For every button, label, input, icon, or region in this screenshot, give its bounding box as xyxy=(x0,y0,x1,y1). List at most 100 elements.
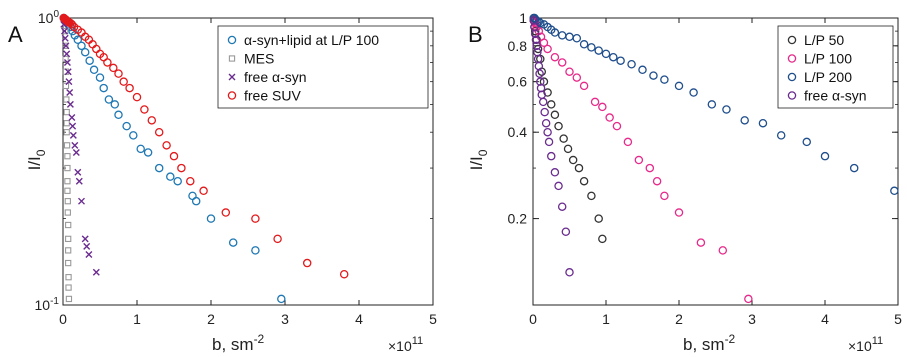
data-point xyxy=(154,163,164,173)
y-tick-label: 0.6 xyxy=(508,74,528,90)
data-point xyxy=(77,41,86,51)
data-point xyxy=(605,113,614,122)
data-point xyxy=(645,163,655,173)
data-point xyxy=(64,164,71,172)
data-point xyxy=(277,294,286,304)
data-point xyxy=(177,163,186,173)
data-point xyxy=(173,176,182,186)
data-point xyxy=(71,141,79,149)
data-point xyxy=(609,52,618,62)
panel-b-x-axis-label: b, sm-2 xyxy=(683,332,736,354)
data-point xyxy=(143,148,153,157)
panel-b-points xyxy=(529,13,899,304)
data-point xyxy=(64,187,71,194)
y-tick-label: 100 xyxy=(38,9,60,26)
x-tick-label: 2 xyxy=(675,311,683,327)
data-point xyxy=(594,214,603,223)
panel-b-y-axis-label: I/I0 xyxy=(467,149,490,170)
data-point xyxy=(109,63,118,73)
data-point xyxy=(718,246,728,255)
legend-item: free α-syn xyxy=(228,69,307,85)
legend-label: α-syn+lipid at L/P 100 xyxy=(244,32,379,48)
x-tick-label: 3 xyxy=(748,311,756,327)
data-point xyxy=(66,100,74,108)
legend-marker xyxy=(227,35,237,45)
data-point xyxy=(550,52,560,62)
data-point xyxy=(63,129,70,136)
data-point xyxy=(61,34,69,42)
data-point xyxy=(543,127,552,137)
data-point xyxy=(758,118,768,128)
data-point xyxy=(92,44,101,54)
data-point xyxy=(587,43,596,52)
data-point xyxy=(65,221,72,229)
data-point xyxy=(67,20,77,29)
data-point xyxy=(531,35,541,44)
legend-item: L/P 100 xyxy=(787,51,852,67)
legend-marker xyxy=(787,91,797,100)
data-point xyxy=(660,191,669,201)
legend-item: free SUV xyxy=(227,88,301,104)
data-point xyxy=(568,155,578,165)
data-point xyxy=(62,27,69,35)
data-point xyxy=(547,151,556,161)
data-point xyxy=(565,67,574,76)
data-point xyxy=(186,176,195,186)
data-point xyxy=(540,107,549,117)
y-tick-label: 0.8 xyxy=(508,38,528,54)
data-point xyxy=(64,198,71,205)
data-point xyxy=(162,141,171,150)
legend-box xyxy=(217,25,429,109)
data-point xyxy=(574,163,584,173)
data-point xyxy=(547,100,556,109)
data-point xyxy=(72,148,80,156)
data-point xyxy=(530,29,540,39)
legend-marker xyxy=(787,35,797,45)
data-point xyxy=(623,137,633,147)
data-point xyxy=(114,69,123,78)
panel-a-legend: α-syn+lipid at L/P 100 MES free α-syn free … xyxy=(217,25,429,109)
data-point xyxy=(557,58,567,67)
data-point xyxy=(199,186,208,196)
data-point xyxy=(534,17,544,27)
y-tick-label: 1 xyxy=(519,10,527,26)
panel-b-axes-box xyxy=(532,17,899,306)
data-point xyxy=(273,234,282,244)
data-point xyxy=(557,202,567,211)
data-point xyxy=(85,250,93,258)
data-point xyxy=(530,26,540,36)
data-point xyxy=(83,242,91,250)
legend-label: free SUV xyxy=(244,88,301,104)
panel-a: A 0 1 2 3 4 5 10-1 100 b, sm-2 ×1011 I/I0 α-sy… xyxy=(8,9,437,354)
legend-label: MES xyxy=(244,51,274,67)
data-point xyxy=(65,284,72,291)
data-point xyxy=(594,46,603,55)
x-tick-label: 3 xyxy=(281,311,289,327)
data-point xyxy=(95,73,105,82)
data-point xyxy=(92,268,100,276)
data-point xyxy=(696,238,706,247)
data-point xyxy=(68,114,76,122)
data-point xyxy=(572,73,582,82)
data-point xyxy=(104,95,114,104)
data-point xyxy=(221,208,231,217)
data-point xyxy=(744,294,753,304)
data-point xyxy=(557,31,567,40)
panel-a-x-axis-label: b, sm-2 xyxy=(212,332,265,354)
data-point xyxy=(538,97,548,107)
data-point xyxy=(169,151,179,161)
data-point xyxy=(579,176,589,186)
data-point xyxy=(543,44,552,54)
x-tick-label: 0 xyxy=(529,311,537,327)
series-3 xyxy=(529,16,574,277)
data-point xyxy=(154,127,164,137)
data-point xyxy=(740,116,749,125)
data-point xyxy=(110,100,120,109)
data-point xyxy=(132,92,142,102)
y-tick-label: 0.2 xyxy=(508,211,528,227)
data-point xyxy=(64,178,71,185)
legend-label: free α-syn xyxy=(244,69,307,85)
data-point xyxy=(535,69,544,78)
legend-item: MES xyxy=(228,51,274,67)
data-point xyxy=(598,102,607,112)
